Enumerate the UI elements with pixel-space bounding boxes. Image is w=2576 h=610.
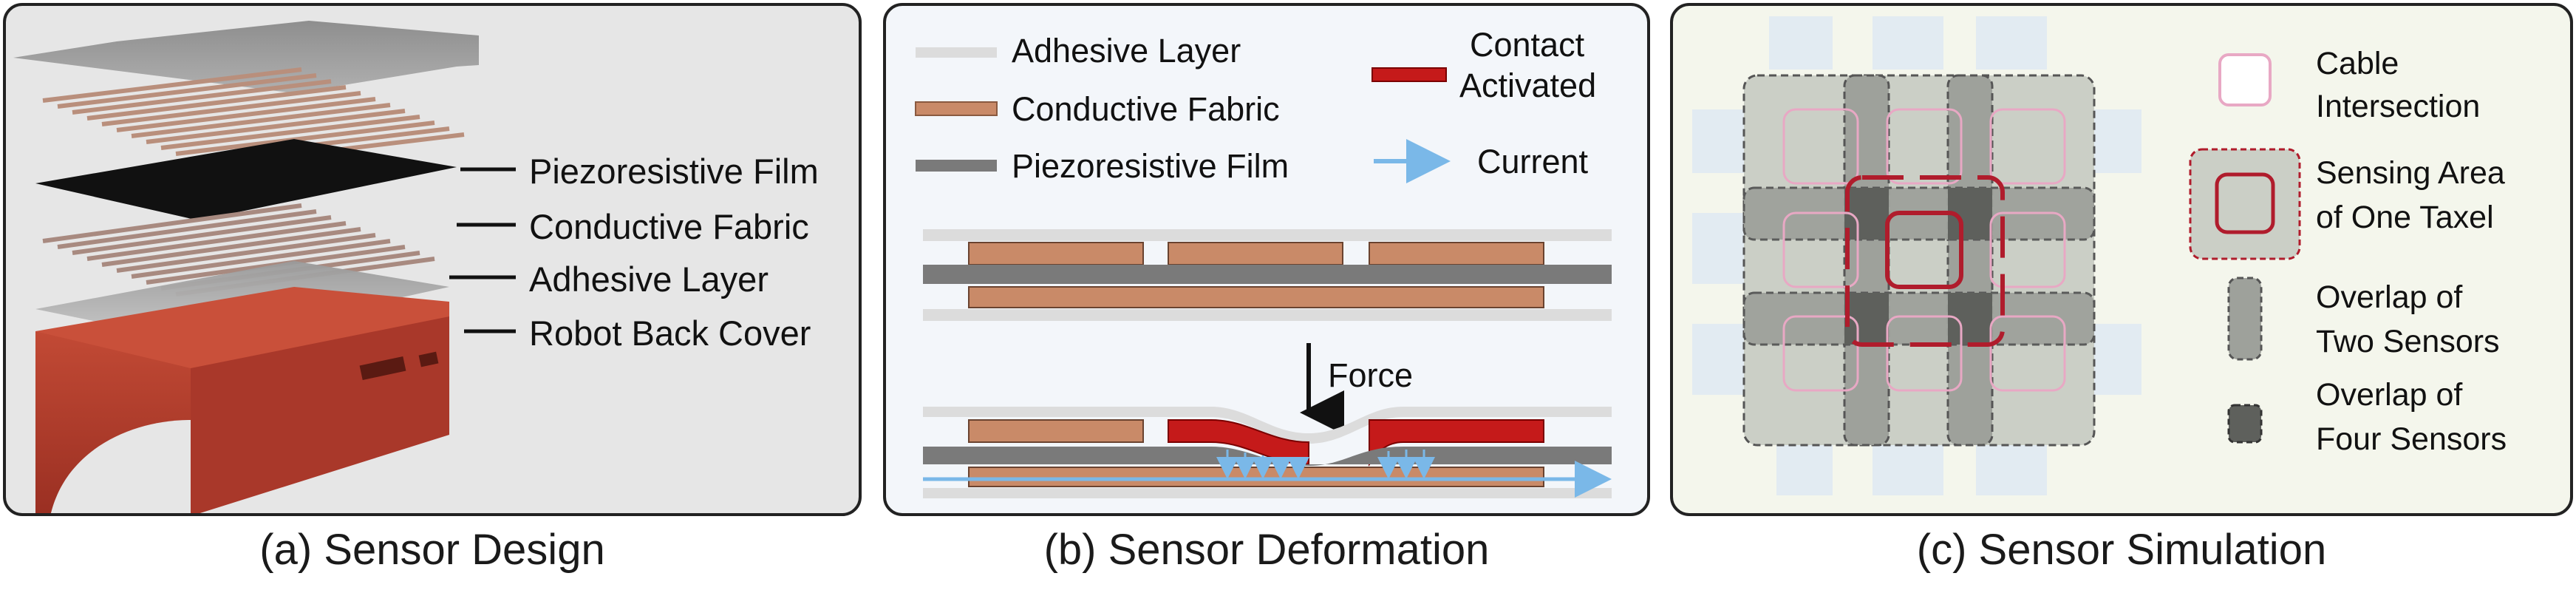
label-adhesive-layer: Adhesive Layer: [529, 260, 769, 299]
legend-film-swatch: [916, 160, 997, 172]
label-piezoresistive-film: Piezoresistive Film: [529, 152, 819, 191]
legend-adhesive-swatch: [916, 47, 997, 58]
legend-cable-swatch: [2218, 53, 2272, 106]
sensor-design-illustration: Piezoresistive Film Conductive Fabric Ad…: [13, 21, 819, 513]
legend-fabric-swatch: [915, 101, 998, 116]
legend-sensing-label-2: of One Taxel: [2316, 200, 2494, 235]
taxel-center-cell: [1885, 211, 1963, 289]
legend-two-label-1: Overlap of: [2316, 279, 2463, 315]
caption-sensor-design: (a) Sensor Design: [259, 526, 605, 574]
legend-sensing-label-1: Sensing Area: [2316, 155, 2505, 191]
vertical-strip-right: [1946, 74, 1994, 447]
top-adhesive-sheet: [13, 21, 479, 93]
sensor-deformation-panel: Adhesive Layer Conductive Fabric Piezore…: [883, 3, 1650, 516]
caption-sensor-deformation: (b) Sensor Deformation: [1043, 526, 1490, 574]
horizontal-strip-bottom: [1742, 291, 2096, 346]
legend-film-label: Piezoresistive Film: [1012, 147, 1289, 185]
piezoresistive-film: [35, 139, 457, 220]
sensor-simulation-illustration: Cable Intersection Sensing Area of One T…: [1692, 16, 2507, 495]
robot-back-cover: [35, 287, 449, 513]
sensor-region: [1742, 74, 2096, 447]
label-robot-back-cover: Robot Back Cover: [529, 314, 811, 353]
legend-cable-label-2: Intersection: [2316, 89, 2480, 124]
taxel-sensing-area: [1845, 175, 2005, 347]
legend-two-label-2: Two Sensors: [2316, 324, 2500, 359]
sensor-deformation-illustration: Adhesive Layer Conductive Fabric Piezore…: [915, 26, 1612, 498]
undeformed-stack: [923, 229, 1612, 321]
legend-four-label-1: Overlap of: [2316, 377, 2463, 413]
legend-adhesive-label: Adhesive Layer: [1012, 32, 1241, 70]
force-label: Force: [1328, 356, 1413, 394]
sensor-simulation-panel: Cable Intersection Sensing Area of One T…: [1670, 3, 2573, 516]
leader-lines: [449, 167, 516, 333]
legend-contact-label-1: Contact: [1470, 26, 1585, 64]
legend-fabric-label: Conductive Fabric: [1012, 90, 1280, 128]
legend-sensing-swatch-bg: [2189, 148, 2301, 260]
legend-four-label-2: Four Sensors: [2316, 421, 2507, 457]
legend-two-sensor-swatch: [2227, 277, 2263, 361]
legend-sensing-swatch: [2215, 172, 2275, 234]
sensor-design-panel: Piezoresistive Film Conductive Fabric Ad…: [3, 3, 862, 516]
background-tiles: [1692, 16, 2141, 495]
legend-contact-swatch: [1372, 67, 1447, 82]
legend-contact-label-2: Activated: [1459, 67, 1596, 104]
legend-four-sensor-swatch: [2227, 404, 2263, 444]
label-conductive-fabric: Conductive Fabric: [529, 207, 809, 246]
caption-sensor-simulation: (c) Sensor Simulation: [1916, 526, 2327, 574]
deformed-stack: [923, 407, 1612, 498]
legend-current-label: Current: [1477, 143, 1589, 180]
legend-cable-label-1: Cable: [2316, 46, 2399, 81]
